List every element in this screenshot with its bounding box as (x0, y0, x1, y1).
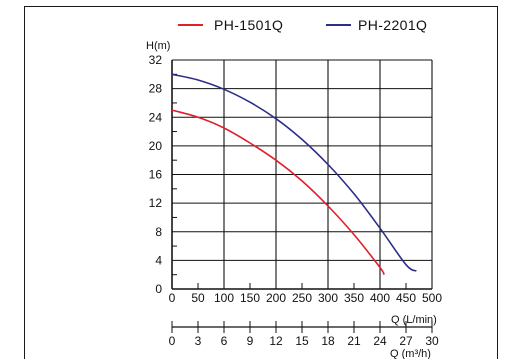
x2-tick-label: 27 (399, 334, 413, 348)
x2-tick-label: 30 (425, 334, 439, 348)
x2-tick-label: 18 (321, 334, 335, 348)
x2-tick-label: 6 (221, 334, 228, 348)
x-tick-label: 250 (292, 291, 312, 305)
y-tick-label: 24 (149, 110, 163, 124)
x2-axis-title: Q (m³/h) (390, 348, 431, 359)
x-tick-label: 0 (169, 291, 176, 305)
x-tick-label: 350 (344, 291, 364, 305)
x2-tick-label: 0 (169, 334, 176, 348)
x-tick-label: 150 (240, 291, 260, 305)
x2-tick-label: 21 (347, 334, 361, 348)
y-axis-title: H(m) (146, 40, 170, 52)
y-tick-label: 12 (149, 196, 163, 210)
x-tick-label: 400 (370, 291, 390, 305)
x-tick-label: 450 (396, 291, 416, 305)
y-tick-label: 20 (149, 139, 163, 153)
y-tick-label: 4 (155, 253, 162, 267)
x-axis-title: Q (L/min) (391, 314, 437, 326)
y-tick-label: 28 (149, 82, 163, 96)
y-tick-label: 0 (155, 282, 162, 296)
grid (172, 60, 432, 289)
x2-tick-label: 15 (295, 334, 309, 348)
x-tick-label: 50 (191, 291, 205, 305)
y-tick-label: 32 (149, 53, 163, 67)
x-tick-label: 100 (214, 291, 234, 305)
y-tick-label: 16 (149, 168, 163, 182)
x2-tick-label: 24 (373, 334, 387, 348)
x-tick-label: 300 (318, 291, 338, 305)
legend: PH-1501Q PH-2201Q (178, 17, 427, 33)
x2-tick-label: 12 (269, 334, 283, 348)
legend-label-ph2201q: PH-2201Q (358, 17, 427, 33)
x2-tick-label: 3 (195, 334, 202, 348)
legend-label-ph1501q: PH-1501Q (214, 17, 283, 33)
x2-tick-label: 9 (247, 334, 254, 348)
x-tick-label: 500 (422, 291, 442, 305)
x-tick-label: 200 (266, 291, 286, 305)
y-tick-label: 8 (155, 225, 162, 239)
